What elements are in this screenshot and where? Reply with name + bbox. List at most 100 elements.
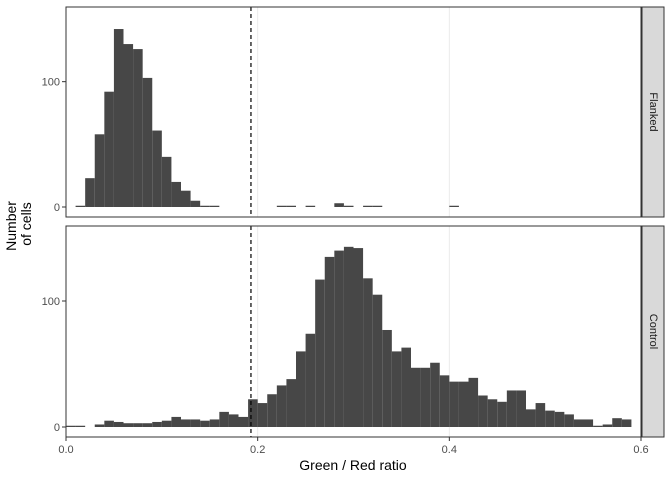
y-axis-title-line-1: Number — [3, 201, 19, 251]
histogram-bar-flanked-9 — [161, 156, 172, 207]
histogram-bar-flanked-16 — [286, 205, 296, 207]
histogram-bar-control-39 — [439, 375, 450, 427]
histogram-bar-control-47 — [516, 390, 526, 427]
histogram-bar-control-5 — [113, 421, 124, 427]
y-tick-label-flanked-0: 0 — [54, 202, 60, 214]
histogram-bar-control-52 — [564, 414, 574, 427]
histogram-bar-control-12 — [181, 419, 191, 427]
x-tick-label-1: 0.2 — [250, 444, 265, 456]
histogram-bar-control-26 — [315, 279, 325, 427]
x-tick-label-3: 0.6 — [633, 444, 648, 456]
histogram-bar-control-33 — [382, 329, 392, 427]
histogram-bar-control-50 — [545, 410, 555, 427]
histogram-bar-control-44 — [487, 399, 498, 427]
histogram-bar-flanked-12 — [190, 200, 201, 207]
histogram-bar-control-55 — [593, 425, 603, 427]
histogram-bar-flanked-6 — [133, 49, 143, 207]
histogram-bar-control-23 — [286, 379, 296, 427]
histogram-bar-flanked-18 — [334, 203, 344, 207]
histogram-bar-control-7 — [133, 423, 143, 427]
x-axis: 0.0 0.2 0.4 0.6 — [58, 437, 649, 456]
histogram-bar-control-4 — [104, 420, 114, 427]
histogram-bar-flanked-11 — [181, 190, 191, 207]
histogram-bar-control-13 — [190, 419, 201, 427]
histogram-bar-control-25 — [305, 333, 316, 427]
histogram-bar-flanked-19 — [343, 205, 354, 207]
histogram-bar-flanked-17 — [305, 205, 316, 207]
histogram-bar-flanked-15 — [276, 205, 287, 207]
histogram-bar-control-29 — [343, 246, 354, 427]
histogram-bar-control-20 — [257, 403, 268, 427]
x-tick-label-0: 0.0 — [58, 444, 73, 456]
histogram-bar-flanked-4 — [113, 29, 124, 207]
histogram-bar-control-31 — [363, 278, 373, 427]
histogram-bar-control-10 — [161, 420, 172, 427]
histogram-bar-control-19 — [248, 399, 258, 427]
histogram-bar-flanked-1 — [85, 178, 95, 207]
histogram-bar-control-18 — [238, 416, 249, 427]
histogram-bar-control-0 — [66, 425, 76, 427]
y-tick-label-control-0: 0 — [54, 422, 60, 434]
histogram-bar-control-58 — [621, 419, 632, 427]
histogram-bar-control-53 — [573, 419, 584, 427]
facet-label-control: Control — [647, 314, 659, 349]
histogram-bar-control-54 — [583, 419, 594, 427]
histogram-bar-control-21 — [267, 394, 277, 427]
histogram-bar-control-14 — [200, 420, 210, 427]
x-axis-title: Green / Red ratio — [299, 457, 407, 473]
histogram-bar-flanked-10 — [171, 181, 181, 207]
histogram-bar-flanked-13 — [200, 205, 210, 207]
histogram-bar-control-37 — [420, 367, 431, 427]
histogram-bar-control-49 — [535, 403, 546, 427]
histogram-bar-control-45 — [497, 401, 507, 427]
histogram-bar-flanked-21 — [372, 205, 383, 207]
histogram-bar-control-27 — [324, 256, 335, 427]
histogram-bar-flanked-22 — [449, 205, 459, 207]
facet-strip-flanked — [641, 6, 665, 218]
histogram-bar-control-3 — [94, 424, 105, 427]
y-tick-label-control-1: 100 — [42, 296, 60, 308]
facet-panel-flanked: 0 100 Flanked — [42, 6, 665, 218]
y-axis-title: Number of cells — [3, 197, 34, 251]
histogram-bar-control-34 — [391, 351, 402, 427]
histogram-bar-control-17 — [228, 414, 239, 427]
panel-border-flanked — [65, 6, 642, 218]
histogram-bar-control-9 — [152, 421, 162, 427]
histogram-bar-control-30 — [353, 248, 364, 427]
histogram-bar-flanked-0 — [75, 205, 86, 207]
histogram-bar-control-8 — [142, 423, 153, 427]
histogram-bar-control-22 — [276, 385, 287, 427]
histogram-bar-control-24 — [296, 351, 306, 427]
x-tick-label-2: 0.4 — [442, 444, 457, 456]
y-tick-label-flanked-1: 100 — [42, 77, 60, 89]
histogram-bar-flanked-5 — [123, 44, 134, 207]
histogram-bar-control-42 — [468, 377, 479, 427]
histogram-bar-control-40 — [449, 381, 459, 427]
histogram-bar-flanked-3 — [104, 91, 114, 207]
histogram-bar-control-56 — [602, 424, 613, 427]
histogram-bar-control-11 — [171, 416, 181, 427]
histogram-bar-control-35 — [401, 347, 411, 427]
histogram-bar-control-36 — [411, 367, 421, 427]
histogram-bar-control-41 — [458, 381, 469, 427]
histogram-bar-flanked-7 — [142, 77, 153, 207]
histogram-bar-control-6 — [123, 423, 134, 427]
facet-label-flanked: Flanked — [647, 92, 659, 131]
panel-border-control — [65, 225, 642, 438]
histogram-bar-control-48 — [526, 409, 536, 427]
y-axis-title-line-2: of cells — [18, 202, 34, 246]
histogram-bar-control-28 — [334, 250, 344, 427]
histogram-bar-control-32 — [372, 294, 383, 427]
histogram-bar-control-51 — [554, 411, 565, 427]
histogram-bar-flanked-14 — [209, 205, 220, 207]
facet-strip-control — [641, 225, 665, 438]
facet-panel-control: 0 100 Control — [42, 225, 665, 438]
histogram-bar-flanked-20 — [363, 205, 373, 207]
histogram-bar-flanked-2 — [94, 134, 105, 207]
histogram-bar-control-38 — [430, 362, 440, 427]
histogram-bar-control-16 — [219, 411, 229, 427]
histogram-bar-control-1 — [75, 425, 86, 427]
histogram-bar-flanked-8 — [152, 130, 162, 207]
histogram-bar-control-57 — [612, 418, 622, 427]
